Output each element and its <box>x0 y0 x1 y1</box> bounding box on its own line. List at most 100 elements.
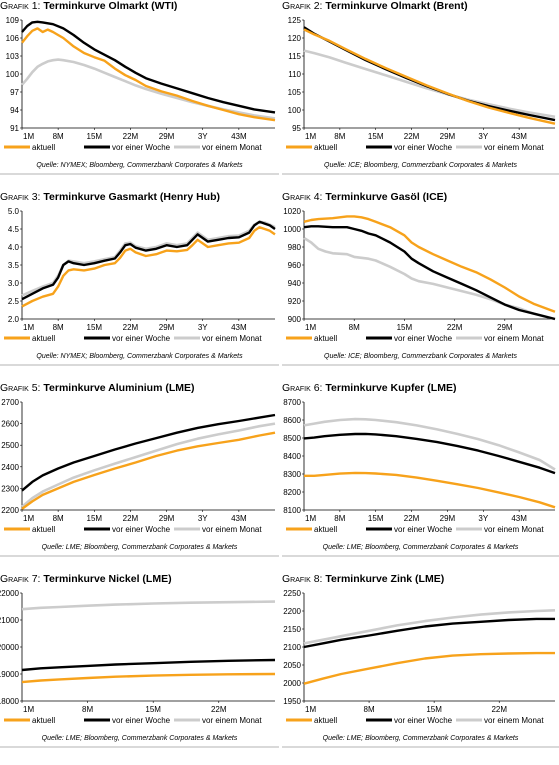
y-tick-label: 2000 <box>283 679 301 688</box>
y-tick-label: 2050 <box>283 661 301 670</box>
chart-panel-8: Grafik 8: Terminkurve Zink (LME) 1950 200… <box>282 573 559 764</box>
x-tick-label: 22M <box>123 132 139 141</box>
chart-title: Grafik 3: Terminkurve Gasmarkt (Henry Hu… <box>0 191 279 203</box>
chart-title-prefix: Grafik 7: <box>0 573 41 585</box>
series-line-woche <box>21 413 276 492</box>
legend-label-monat: vor einem Monat <box>484 143 544 152</box>
series-line-woche <box>303 26 556 122</box>
legend-label-aktuell: aktuell <box>32 525 55 534</box>
x-tick-label: 43M <box>231 323 247 332</box>
y-tick-label: 103 <box>6 52 20 61</box>
y-tick-label: 95 <box>292 124 301 133</box>
y-tick-label: 2300 <box>1 484 19 493</box>
legend-label-monat: vor einem Monat <box>484 525 544 534</box>
chart-title-prefix: Grafik 6: <box>282 382 323 394</box>
x-tick-label: 3Y <box>198 514 208 523</box>
chart-title: Grafik 2: Terminkurve Olmarkt (Brent) <box>282 0 559 12</box>
x-tick-label: 15M <box>87 514 103 523</box>
x-tick-label: 29M <box>159 514 175 523</box>
y-tick-label: 109 <box>6 16 20 25</box>
chart-panel-7: Grafik 7: Terminkurve Nickel (LME) 18000… <box>0 573 279 764</box>
y-tick-label: 8100 <box>283 506 301 515</box>
x-tick-label: 8M <box>53 514 64 523</box>
x-tick-label: 29M <box>159 132 175 141</box>
y-tick-label: 1020 <box>283 207 301 216</box>
chart-title-text: Terminkurve Gasmarkt (Henry Hub) <box>43 191 220 203</box>
chart-title-prefix: Grafik 1: <box>0 0 41 12</box>
y-tick-label: 97 <box>10 88 19 97</box>
series-line-aktuell <box>21 431 276 510</box>
chart-panel-5: Grafik 5: Terminkurve Aluminium (LME) 22… <box>0 382 279 573</box>
x-tick-label: 8M <box>53 323 64 332</box>
x-tick-label: 22M <box>447 323 463 332</box>
y-tick-label: 100 <box>288 106 302 115</box>
series-line-aktuell <box>21 672 276 684</box>
y-tick-label: 22000 <box>0 589 20 598</box>
chart-title-text: Terminkurve Kupfer (LME) <box>325 382 457 394</box>
series-line-aktuell <box>304 471 556 509</box>
chart-title: Grafik 7: Terminkurve Nickel (LME) <box>0 573 279 585</box>
series-line-aktuell <box>21 226 276 308</box>
series-line-monat <box>21 600 276 611</box>
chart-title-text: Terminkurve Olmarkt (Brent) <box>325 0 468 12</box>
x-tick-label: 3Y <box>198 132 208 141</box>
series-line-woche <box>303 225 556 321</box>
legend-label-monat: vor einem Monat <box>484 334 544 343</box>
legend-label-monat: vor einem Monat <box>202 143 262 152</box>
chart-source: Quelle: LME; Bloomberg, Commerzbank Corp… <box>323 735 519 742</box>
y-tick-label: 8600 <box>283 416 301 425</box>
y-tick-label: 2150 <box>283 625 301 634</box>
chart-title-prefix: Grafik 3: <box>0 191 41 203</box>
chart-panel-6: Grafik 6: Terminkurve Kupfer (LME) 8100 8… <box>282 382 559 573</box>
chart-7: 18000 19000 20000 21000 22000 1M 8M 15M 22M aktue… <box>0 589 279 748</box>
x-tick-label: 22M <box>211 705 227 714</box>
chart-6: 8100 8200 8300 8400 8500 8600 8700 1M 8M 15M 22M 29… <box>282 398 559 557</box>
y-tick-label: 2200 <box>1 506 19 515</box>
x-tick-label: 15M <box>87 132 103 141</box>
y-tick-label: 20000 <box>0 643 20 652</box>
legend-label-monat: vor einem Monat <box>202 716 262 725</box>
x-tick-label: 22M <box>123 323 139 332</box>
x-tick-label: 3Y <box>478 132 488 141</box>
legend-label-monat: vor einem Monat <box>484 716 544 725</box>
chart-source: Quelle: NYMEX; Bloomberg, Commerzbank Co… <box>36 353 243 360</box>
x-tick-label: 1M <box>23 323 34 332</box>
y-tick-label: 106 <box>6 34 20 43</box>
chart-title: Grafik 5: Terminkurve Aluminium (LME) <box>0 382 279 394</box>
chart-title-prefix: Grafik 8: <box>282 573 323 585</box>
y-tick-label: 2100 <box>283 643 301 652</box>
chart-source: Quelle: ICE; Bloomberg, Commerzbank Corp… <box>324 353 517 360</box>
chart-8: 1950 2000 2050 2100 2150 2200 2250 1M 8M 15M 22M ak… <box>282 589 559 748</box>
chart-panel-2: Grafik 2: Terminkurve Olmarkt (Brent) 95… <box>282 0 559 191</box>
y-tick-label: 900 <box>288 315 302 324</box>
chart-title: Grafik 6: Terminkurve Kupfer (LME) <box>282 382 559 394</box>
series-line-monat <box>303 236 556 321</box>
y-tick-label: 120 <box>288 34 302 43</box>
series-line-monat <box>303 609 556 645</box>
x-tick-label: 8M <box>334 514 345 523</box>
x-tick-label: 1M <box>305 705 316 714</box>
chart-title: Grafik 1: Terminkurve Olmarkt (WTI) <box>0 0 279 12</box>
legend-label-monat: vor einem Monat <box>202 334 262 343</box>
y-tick-label: 5.0 <box>8 207 20 216</box>
y-tick-label: 2700 <box>1 398 19 407</box>
series-line-woche <box>21 20 276 114</box>
y-tick-label: 2400 <box>1 463 19 472</box>
chart-3: 2.0 2.5 3.0 3.5 4.0 4.5 5.0 1M 8M 15M 22M 29M 3Y 43M a… <box>0 207 279 366</box>
chart-4: 900 920 940 960 980 1000 1020 1M 8M 15M 22M 29M aktu… <box>282 207 559 366</box>
chart-2: 95 100 105 110 115 120 125 1M 8M 15M 22M 29M 3Y 43M ak… <box>282 16 559 175</box>
y-tick-label: 920 <box>288 297 302 306</box>
x-tick-label: 1M <box>305 514 316 523</box>
y-tick-label: 8700 <box>283 398 301 407</box>
series-line-monat <box>21 422 276 508</box>
x-tick-label: 1M <box>23 132 34 141</box>
legend-label-woche: vor einer Woche <box>394 334 453 343</box>
y-tick-label: 100 <box>6 70 20 79</box>
y-tick-label: 2600 <box>1 420 19 429</box>
series-line-woche <box>303 432 556 475</box>
series-line-monat <box>21 58 276 120</box>
y-tick-label: 8300 <box>283 470 301 479</box>
y-tick-label: 2250 <box>283 589 301 598</box>
y-tick-label: 110 <box>288 70 301 79</box>
chart-title-prefix: Grafik 5: <box>0 382 41 394</box>
